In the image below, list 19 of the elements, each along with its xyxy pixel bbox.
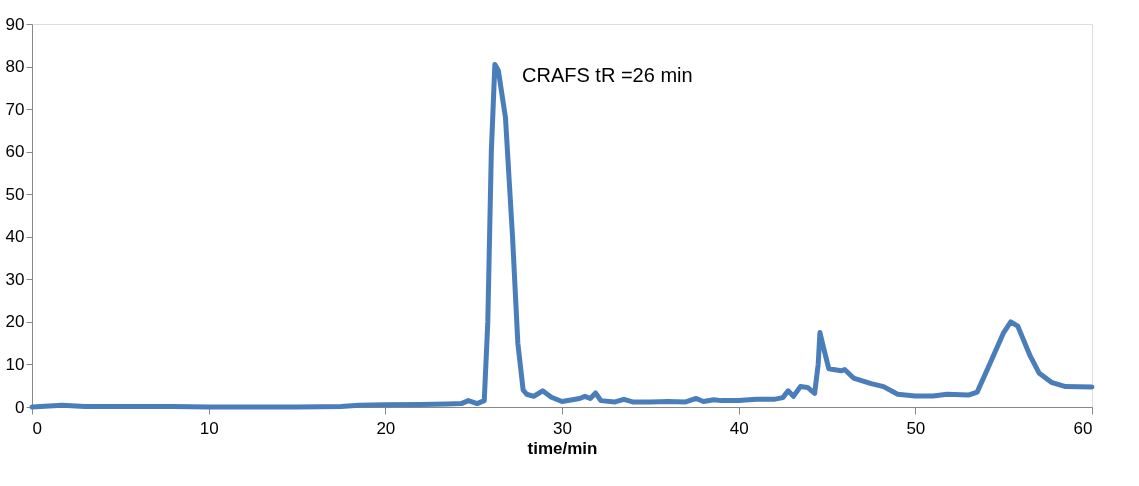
x-tick-label: 20 [376, 418, 396, 438]
x-axis-title: time/min [527, 438, 598, 458]
y-tick-label: 10 [5, 354, 25, 374]
x-tick-label: 30 [553, 418, 572, 438]
y-tick-label: 80 [5, 57, 25, 77]
y-tick-label: 50 [5, 184, 25, 204]
x-tick-label: 60 [1073, 418, 1093, 438]
y-tick-label: 90 [5, 14, 25, 34]
y-tick-label: 0 [15, 397, 25, 417]
x-tick-label: 10 [199, 418, 219, 438]
x-tick-label: 0 [32, 418, 42, 438]
y-tick-label: 60 [5, 142, 25, 162]
y-tick-label: 70 [5, 99, 25, 119]
x-tick-label: 40 [729, 418, 749, 438]
y-tick-label: 20 [5, 312, 25, 332]
y-tick-label: 40 [5, 227, 25, 247]
annotation: CRAFS tR =26 min [522, 64, 693, 86]
x-tick-label: 50 [906, 418, 926, 438]
y-tick-label: 30 [5, 269, 25, 289]
